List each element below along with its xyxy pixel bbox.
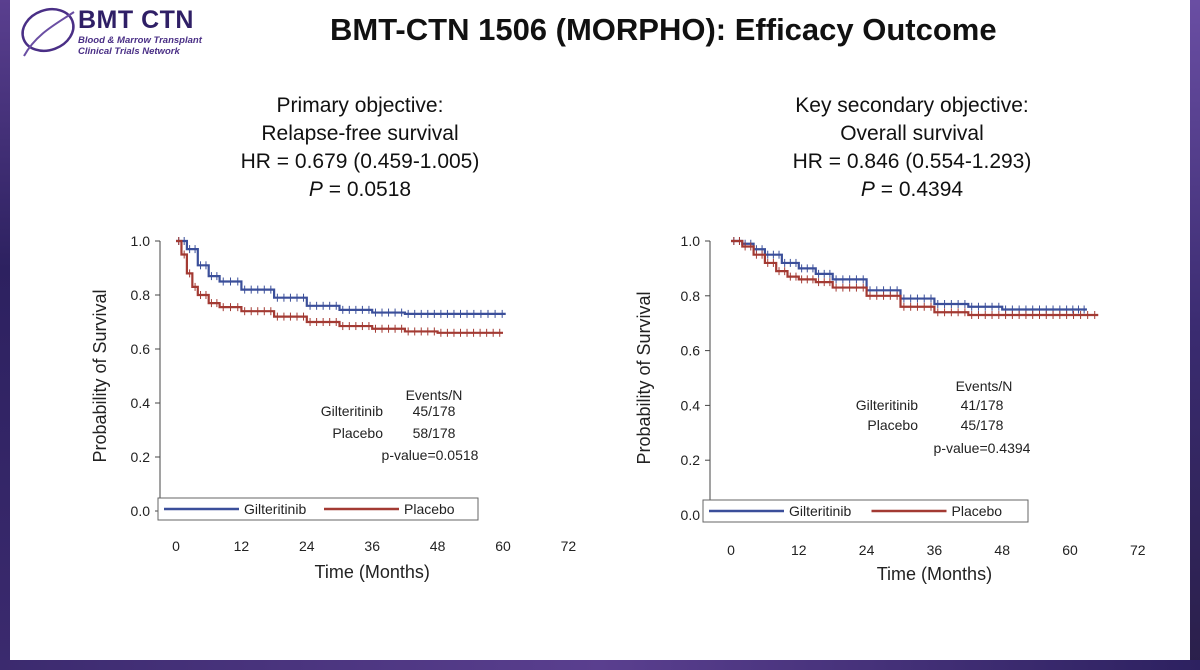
chart-1: 0.0 0.2 0.4 0.6 0.8 1.0 0 12 24 36 48 60 72 Time (Mon…	[90, 233, 576, 582]
p-value-line: P = 0.0518	[308, 178, 412, 201]
y-tick-label: 0.4	[131, 395, 151, 411]
legend-box	[702, 499, 1029, 523]
events-pvalue: p-value=0.4394	[934, 440, 1031, 456]
legend-label: Placebo	[404, 501, 455, 517]
bmt-ctn-logo: BMT CTN Blood & Marrow Transplant Clinic…	[16, 4, 216, 62]
survival-charts: 0.0 0.2 0.4 0.6 0.8 1.0 0 12 24 36 48 60 72 Time (Mon…	[90, 233, 1146, 584]
x-tick-label: 60	[1062, 542, 1078, 558]
x-tick-label: 48	[994, 542, 1010, 558]
x-tick-label: 60	[495, 538, 511, 554]
y-tick-label: 0.6	[131, 341, 151, 357]
y-tick-label: 0.2	[681, 452, 701, 468]
chart-2: 0.0 0.2 0.4 0.6 0.8 1.0 0 12 24 36 48 60 72 Time (Mon…	[634, 233, 1146, 584]
events-value: 41/178	[961, 397, 1004, 413]
events-arm: Placebo	[332, 425, 383, 441]
events-table: Events/N Gilteritinib 41/178 Placebo 45/178 p…	[856, 378, 1031, 456]
events-value: 45/178	[961, 417, 1004, 433]
logo-wordmark: BMT CTN	[78, 6, 194, 34]
slide-border-right	[1190, 0, 1200, 670]
right-panel-heading: Key secondary objective: Overall surviva…	[702, 92, 1122, 204]
objective-label: Key secondary objective:	[795, 94, 1029, 117]
y-tick-label: 0.0	[131, 503, 151, 519]
logo-tagline-2: Clinical Trials Network	[78, 46, 180, 57]
x-tick-label: 12	[791, 542, 807, 558]
legend-label: Placebo	[952, 503, 1003, 519]
p-value-line: P = 0.4394	[860, 178, 964, 201]
events-arm: Gilteritinib	[856, 397, 918, 413]
y-axis-title: Probability of Survival	[634, 291, 654, 464]
objective-label: Primary objective:	[276, 94, 444, 117]
y-tick-label: 0.0	[681, 507, 701, 523]
events-value: 45/178	[413, 403, 456, 419]
x-tick-label: 0	[172, 538, 180, 554]
y-tick-label: 0.8	[681, 288, 701, 304]
events-arm: Placebo	[867, 417, 918, 433]
x-tick-label: 36	[364, 538, 380, 554]
y-tick-label: 0.4	[681, 397, 701, 413]
endpoint-label: Overall survival	[840, 122, 984, 145]
page-title: BMT-CTN 1506 (MORPHO): Efficacy Outcome	[330, 12, 997, 47]
x-tick-label: 0	[727, 542, 735, 558]
x-tick-label: 48	[430, 538, 446, 554]
x-tick-label: 24	[859, 542, 875, 558]
series-line-gilteritinib	[176, 239, 506, 315]
events-table: Events/N Gilteritinib 45/178 Placebo 58/178 p…	[321, 387, 479, 463]
hazard-ratio: HR = 0.679 (0.459-1.005)	[240, 150, 480, 173]
legend-label: Gilteritinib	[244, 501, 306, 517]
legend: Gilteritinib Placebo	[157, 497, 479, 521]
x-tick-label: 72	[1130, 542, 1146, 558]
legend-box	[157, 497, 479, 521]
x-axis-title: Time (Months)	[315, 562, 430, 582]
events-pvalue: p-value=0.0518	[382, 447, 479, 463]
events-header: Events/N	[406, 387, 463, 403]
logo-tagline-1: Blood & Marrow Transplant	[78, 35, 202, 46]
series-line-placebo	[731, 239, 1099, 317]
y-tick-label: 0.8	[131, 287, 151, 303]
events-value: 58/178	[413, 425, 456, 441]
y-axis-title: Probability of Survival	[90, 289, 110, 462]
slide: BMT CTN Blood & Marrow Transplant Clinic…	[10, 0, 1190, 660]
y-tick-label: 1.0	[131, 233, 151, 249]
x-tick-label: 24	[299, 538, 315, 554]
x-tick-label: 72	[561, 538, 577, 554]
x-tick-label: 36	[927, 542, 943, 558]
endpoint-label: Relapse-free survival	[261, 122, 459, 145]
logo-swirl-icon	[21, 7, 75, 57]
events-header: Events/N	[956, 378, 1013, 394]
legend-label: Gilteritinib	[789, 503, 851, 519]
y-tick-label: 1.0	[681, 233, 701, 249]
series-line-placebo	[176, 239, 503, 334]
series-line-gilteritinib	[731, 239, 1087, 311]
slide-border-bottom	[0, 660, 1200, 670]
events-arm: Gilteritinib	[321, 403, 383, 419]
hazard-ratio: HR = 0.846 (0.554-1.293)	[792, 150, 1032, 173]
left-panel-heading: Primary objective: Relapse-free survival…	[150, 92, 570, 204]
y-tick-label: 0.2	[131, 449, 151, 465]
x-tick-label: 12	[234, 538, 250, 554]
legend: Gilteritinib Placebo	[702, 499, 1029, 523]
y-tick-label: 0.6	[681, 343, 701, 359]
x-axis-title: Time (Months)	[877, 564, 992, 584]
slide-border-left	[0, 0, 10, 670]
